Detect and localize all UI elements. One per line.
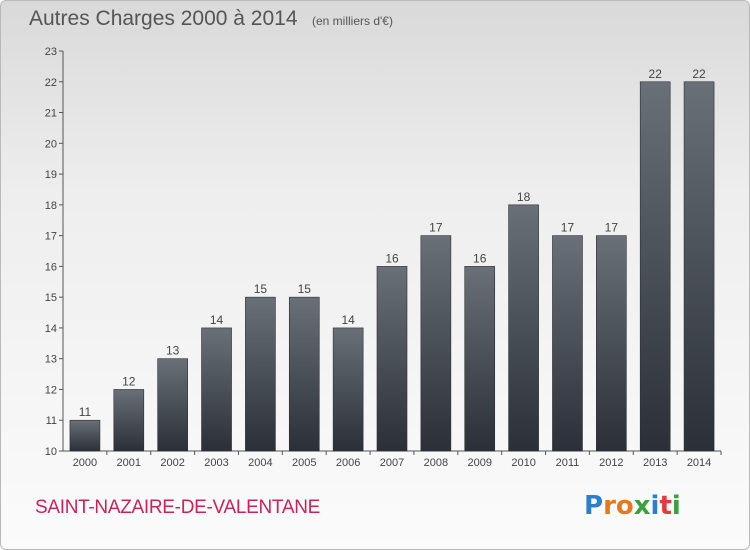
x-tick-label: 2012 xyxy=(599,457,623,469)
x-tick-label: 2013 xyxy=(643,457,667,469)
data-label: 17 xyxy=(561,221,575,235)
logo-letter: o xyxy=(615,491,634,521)
bar xyxy=(376,266,408,452)
y-tick-label: 22 xyxy=(45,77,57,89)
x-tick-label: 2004 xyxy=(248,457,272,469)
x-tick-label: 2000 xyxy=(73,457,97,469)
data-label: 16 xyxy=(473,251,487,265)
title-row: Autres Charges 2000 à 2014 (en milliers … xyxy=(29,7,393,31)
bars xyxy=(69,81,715,452)
data-label: 14 xyxy=(341,313,355,327)
chart-title: Autres Charges 2000 à 2014 xyxy=(29,7,298,30)
bar xyxy=(464,266,496,452)
data-label: 13 xyxy=(166,344,180,358)
bar xyxy=(508,204,539,452)
data-label: 22 xyxy=(649,67,663,81)
x-tick-label: 2007 xyxy=(380,457,404,469)
x-tick-label: 2014 xyxy=(687,457,711,469)
logo-letter: r xyxy=(603,491,616,521)
logo-letter: P xyxy=(584,491,604,521)
bar xyxy=(157,358,188,452)
data-label: 22 xyxy=(692,67,706,81)
y-tick-label: 10 xyxy=(45,446,57,458)
y-tick-label: 19 xyxy=(45,169,57,181)
x-tick-label: 2001 xyxy=(117,457,141,469)
logo-letter: i xyxy=(650,491,660,521)
logo-letter: i xyxy=(671,491,681,521)
bar xyxy=(245,296,276,452)
y-tick-label: 17 xyxy=(45,231,57,243)
y-tick-label: 15 xyxy=(45,292,57,304)
bar xyxy=(288,296,320,452)
bar xyxy=(332,327,364,452)
bar xyxy=(683,81,715,452)
bar xyxy=(420,235,452,452)
x-tick-label: 2011 xyxy=(556,457,580,469)
y-tick-label: 20 xyxy=(45,138,57,150)
y-tick-label: 23 xyxy=(45,46,57,58)
proxiti-logo[interactable]: Proxiti xyxy=(584,491,681,521)
data-label: 17 xyxy=(429,221,443,235)
chart-subtitle: (en milliers d'€) xyxy=(311,14,393,28)
data-label: 18 xyxy=(517,190,531,204)
y-tick-label: 12 xyxy=(45,384,57,396)
x-tick-label: 2009 xyxy=(467,457,491,469)
y-tick-label: 13 xyxy=(45,354,57,366)
bar xyxy=(69,419,101,452)
data-label: 15 xyxy=(254,282,268,296)
x-tick-label: 2006 xyxy=(336,457,360,469)
x-tick-label: 2008 xyxy=(424,457,448,469)
logo-letter: x xyxy=(633,491,651,521)
bar xyxy=(639,81,671,452)
y-tick-label: 16 xyxy=(45,261,57,273)
y-tick-label: 18 xyxy=(45,200,57,212)
bar xyxy=(113,389,145,452)
x-tick-label: 2003 xyxy=(204,457,228,469)
bar xyxy=(201,327,232,452)
data-label: 11 xyxy=(79,405,92,419)
logo-letter: t xyxy=(659,491,672,521)
data-label: 12 xyxy=(122,374,136,388)
y-tick-label: 11 xyxy=(46,415,57,427)
bar xyxy=(552,235,583,452)
labels: 11 2000 12 2001 13 2002 14 2003 15 2004 15 2005 14 20… xyxy=(73,67,712,469)
data-label: 15 xyxy=(298,282,312,296)
x-tick-label: 2010 xyxy=(511,457,535,469)
data-label: 14 xyxy=(210,313,224,327)
x-tick-label: 2002 xyxy=(160,457,184,469)
x-tick-label: 2005 xyxy=(292,457,316,469)
commune-name: SAINT-NAZAIRE-DE-VALENTANE xyxy=(35,497,320,518)
y-tick-label: 14 xyxy=(45,323,57,335)
y-tick-label: 21 xyxy=(45,108,57,120)
data-label: 17 xyxy=(605,221,619,235)
data-label: 16 xyxy=(385,251,399,265)
bar xyxy=(596,235,627,452)
